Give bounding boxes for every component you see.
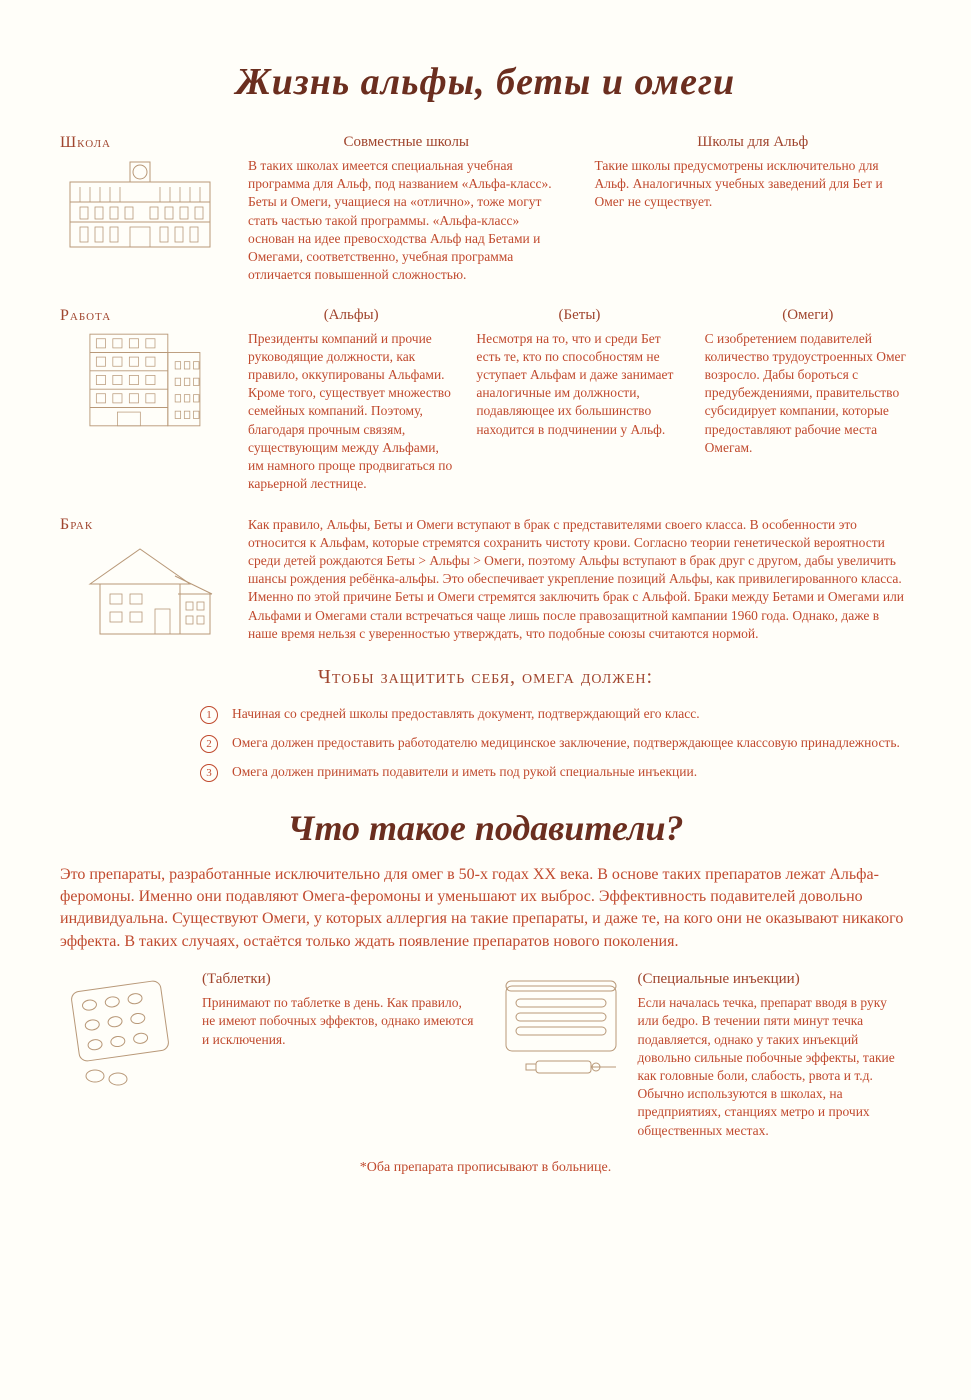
medications-section: (Таблетки) Принимают по таблетке в день.… <box>60 971 911 1140</box>
pills-icon <box>60 971 190 1091</box>
work-alphas-header: (Альфы) <box>248 307 454 324</box>
school-label: Школа <box>60 134 230 152</box>
alpha-schools-body: Такие школы предусмотрены исключительно … <box>595 157 912 212</box>
list-item: 3 Омега должен принимать подавители и им… <box>200 763 911 782</box>
circled-number-icon: 2 <box>200 735 218 753</box>
protection-item-2: Омега должен предоставить работодателю м… <box>232 734 900 752</box>
protection-item-1: Начиная со средней школы предоставлять д… <box>232 705 700 723</box>
work-section: Работа <box>60 307 911 494</box>
injections-body: Если началась течка, препарат вводя в ру… <box>638 994 912 1140</box>
circled-number-icon: 1 <box>200 706 218 724</box>
work-betas-body: Несмотря на то, что и среди Бет есть те,… <box>476 330 682 439</box>
house-icon <box>60 534 220 644</box>
school-building-icon <box>60 152 220 262</box>
injections-header: (Специальные инъекции) <box>638 971 912 988</box>
alpha-schools-header: Школы для Альф <box>595 134 912 151</box>
coed-schools-header: Совместные школы <box>248 134 565 151</box>
protection-item-3: Омега должен принимать подавители и имет… <box>232 763 697 781</box>
work-betas-header: (Беты) <box>476 307 682 324</box>
coed-schools-body: В таких школах имеется специальная учебн… <box>248 157 565 285</box>
work-alphas-body: Президенты компаний и прочие руководящие… <box>248 330 454 494</box>
school-section: Школа <box>60 134 911 285</box>
protection-list: 1 Начиная со средней школы предоставлять… <box>200 705 911 782</box>
list-item: 1 Начиная со средней школы предоставлять… <box>200 705 911 724</box>
list-item: 2 Омега должен предоставить работодателю… <box>200 734 911 753</box>
marriage-body: Как правило, Альфы, Беты и Омеги вступаю… <box>248 516 911 644</box>
work-omegas-header: (Омеги) <box>705 307 911 324</box>
work-omegas-body: С изобретением подавителей количество тр… <box>705 330 911 458</box>
main-title: Жизнь альфы, беты и омеги <box>60 60 911 104</box>
work-label: Работа <box>60 307 230 325</box>
office-building-icon <box>60 325 220 435</box>
suppressants-intro: Это препараты, разработанные исключитель… <box>60 864 911 954</box>
protection-header: Чтобы защитить себя, омега должен: <box>60 666 911 689</box>
suppressants-title: Что такое подавители? <box>60 807 911 849</box>
marriage-section: Брак К <box>60 516 911 644</box>
pills-header: (Таблетки) <box>202 971 476 988</box>
pills-body: Принимают по таблетке в день. Как правил… <box>202 994 476 1049</box>
injection-kit-icon <box>496 971 626 1091</box>
footnote: *Оба препарата прописывают в больнице. <box>60 1160 911 1176</box>
marriage-label: Брак <box>60 516 230 534</box>
circled-number-icon: 3 <box>200 764 218 782</box>
